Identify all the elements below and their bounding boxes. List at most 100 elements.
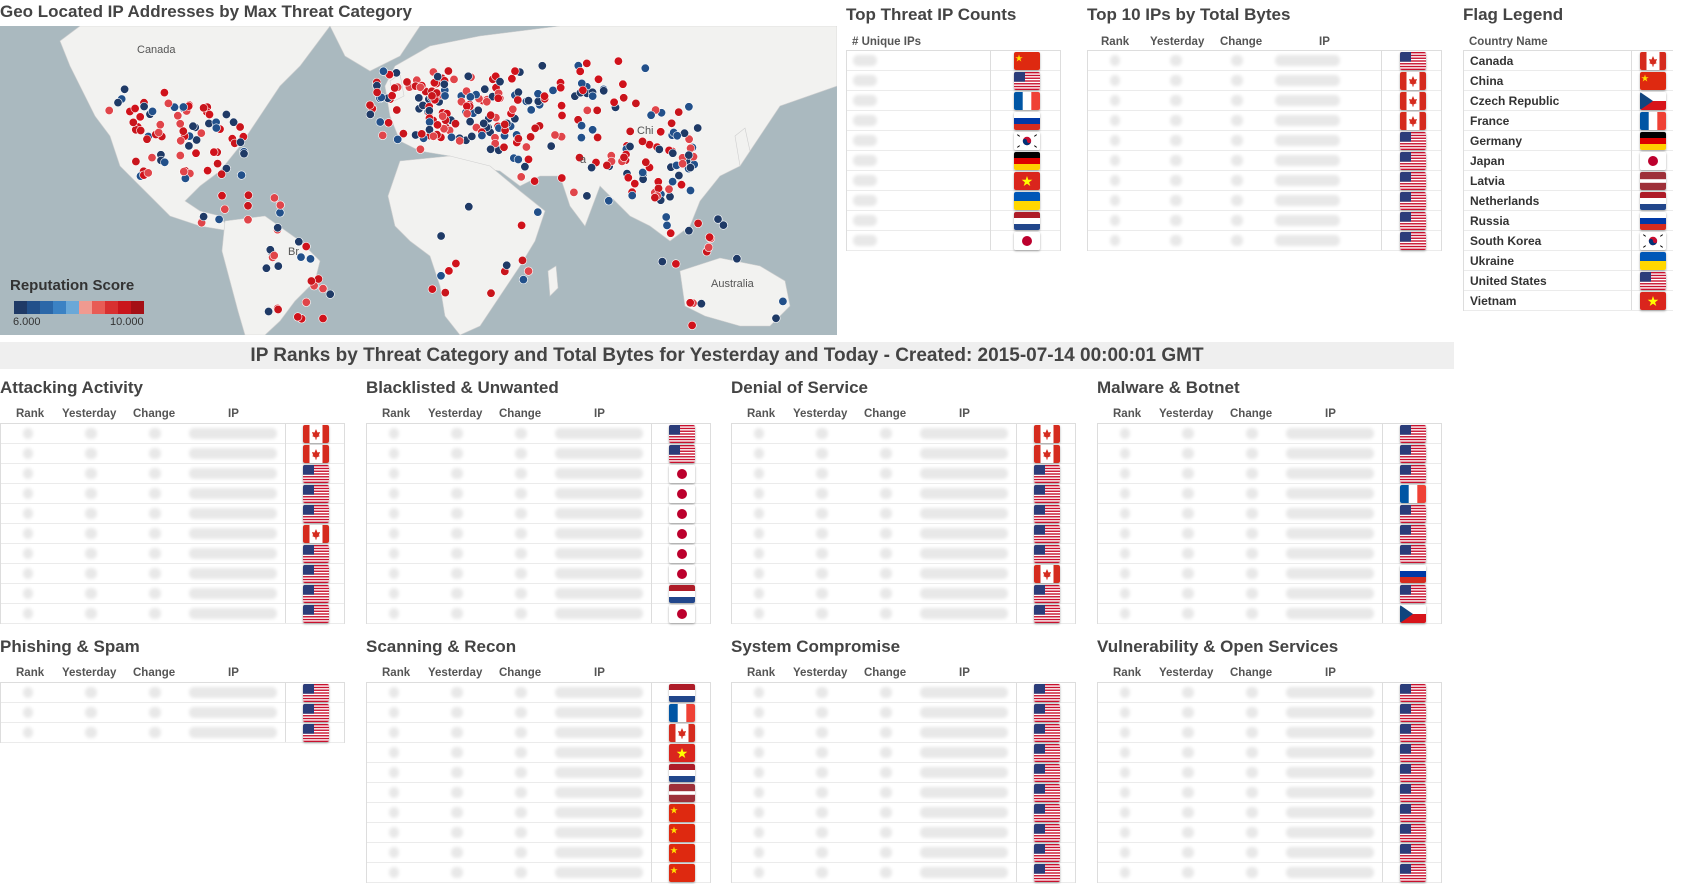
ip-location-dot[interactable] <box>433 72 443 82</box>
ip-location-dot[interactable] <box>517 220 527 230</box>
ip-location-dot[interactable] <box>533 207 543 217</box>
ip-location-dot[interactable] <box>619 93 629 103</box>
ip-location-dot[interactable] <box>392 105 402 115</box>
ip-location-dot[interactable] <box>221 110 231 120</box>
ip-location-dot[interactable] <box>196 128 206 138</box>
ip-location-dot[interactable] <box>261 263 271 273</box>
ip-location-dot[interactable] <box>188 121 198 131</box>
ip-location-dot[interactable] <box>575 66 585 76</box>
ip-location-dot[interactable] <box>160 157 170 167</box>
ip-location-dot[interactable] <box>425 117 435 127</box>
ip-location-dot[interactable] <box>674 171 684 181</box>
ip-location-dot[interactable] <box>602 160 612 170</box>
ip-location-dot[interactable] <box>526 132 536 142</box>
ip-location-dot[interactable] <box>446 132 456 142</box>
ip-location-dot[interactable] <box>627 191 637 201</box>
ip-location-dot[interactable] <box>191 148 201 158</box>
ip-location-dot[interactable] <box>526 105 536 115</box>
ip-location-dot[interactable] <box>440 91 450 101</box>
ip-location-dot[interactable] <box>623 173 633 183</box>
ip-location-dot[interactable] <box>205 110 215 120</box>
ip-location-dot[interactable] <box>574 153 584 163</box>
ip-location-dot[interactable] <box>427 91 437 101</box>
ip-location-dot[interactable] <box>684 226 694 236</box>
ip-location-dot[interactable] <box>674 107 684 117</box>
ip-location-dot[interactable] <box>550 130 560 140</box>
ip-location-dot[interactable] <box>771 313 781 323</box>
ip-location-dot[interactable] <box>390 83 400 93</box>
ip-location-dot[interactable] <box>229 117 239 127</box>
ip-location-dot[interactable] <box>462 101 472 111</box>
ip-location-dot[interactable] <box>578 85 588 95</box>
ip-location-dot[interactable] <box>184 141 194 151</box>
ip-location-dot[interactable] <box>427 284 437 294</box>
ip-location-dot[interactable] <box>577 121 587 131</box>
ip-location-dot[interactable] <box>704 242 714 252</box>
ip-location-dot[interactable] <box>684 150 694 160</box>
ip-location-dot[interactable] <box>175 151 185 161</box>
ip-location-dot[interactable] <box>375 117 385 127</box>
ip-location-dot[interactable] <box>264 306 274 316</box>
ip-location-dot[interactable] <box>684 102 694 112</box>
ip-location-dot[interactable] <box>656 127 666 137</box>
ip-location-dot[interactable] <box>393 134 403 144</box>
ip-location-dot[interactable] <box>477 131 487 141</box>
ip-location-dot[interactable] <box>147 153 157 163</box>
ip-location-dot[interactable] <box>305 254 315 264</box>
ip-location-dot[interactable] <box>439 124 449 134</box>
ip-location-dot[interactable] <box>178 102 188 112</box>
ip-location-dot[interactable] <box>495 77 505 87</box>
ip-location-dot[interactable] <box>318 284 328 294</box>
ip-location-dot[interactable] <box>155 120 165 130</box>
ip-location-dot[interactable] <box>463 71 473 81</box>
ip-location-dot[interactable] <box>365 100 375 110</box>
ip-location-dot[interactable] <box>440 288 450 298</box>
ip-location-dot[interactable] <box>523 96 533 106</box>
ip-location-dot[interactable] <box>104 106 114 116</box>
ip-location-dot[interactable] <box>676 180 686 190</box>
ip-location-dot[interactable] <box>502 260 512 270</box>
ip-location-dot[interactable] <box>664 184 674 194</box>
ip-location-dot[interactable] <box>732 254 742 264</box>
threat-map[interactable]: Canada Chi Br a Australia Reputation Sco… <box>0 26 837 335</box>
ip-location-dot[interactable] <box>199 103 209 113</box>
ip-location-dot[interactable] <box>439 79 449 89</box>
ip-location-dot[interactable] <box>693 218 703 228</box>
ip-location-dot[interactable] <box>293 312 303 322</box>
ip-location-dot[interactable] <box>136 126 146 136</box>
ip-location-dot[interactable] <box>273 223 283 233</box>
ip-location-dot[interactable] <box>593 74 603 84</box>
ip-location-dot[interactable] <box>687 320 697 330</box>
ip-location-dot[interactable] <box>672 131 682 141</box>
ip-location-dot[interactable] <box>178 126 188 136</box>
ip-location-dot[interactable] <box>209 147 219 157</box>
ip-location-dot[interactable] <box>462 109 472 119</box>
ip-location-dot[interactable] <box>179 167 189 177</box>
ip-location-dot[interactable] <box>424 106 434 116</box>
ip-location-dot[interactable] <box>618 79 628 89</box>
ip-location-dot[interactable] <box>273 304 283 314</box>
ip-location-dot[interactable] <box>199 212 209 222</box>
ip-location-dot[interactable] <box>508 104 518 114</box>
ip-location-dot[interactable] <box>609 97 619 107</box>
ip-location-dot[interactable] <box>693 123 703 133</box>
ip-location-dot[interactable] <box>243 215 253 225</box>
ip-location-dot[interactable] <box>465 92 475 102</box>
ip-location-dot[interactable] <box>143 168 153 178</box>
ip-location-dot[interactable] <box>243 201 253 211</box>
ip-location-dot[interactable] <box>436 231 446 241</box>
ip-location-dot[interactable] <box>513 87 523 97</box>
ip-location-dot[interactable] <box>513 134 523 144</box>
ip-location-dot[interactable] <box>486 110 496 120</box>
ip-location-dot[interactable] <box>493 93 503 103</box>
ip-location-dot[interactable] <box>582 58 592 68</box>
ip-location-dot[interactable] <box>465 117 475 127</box>
ip-location-dot[interactable] <box>619 152 629 162</box>
ip-location-dot[interactable] <box>653 183 663 193</box>
ip-location-dot[interactable] <box>507 74 517 84</box>
ip-location-dot[interactable] <box>113 98 123 108</box>
ip-location-dot[interactable] <box>582 105 592 115</box>
ip-location-dot[interactable] <box>135 112 145 122</box>
ip-location-dot[interactable] <box>685 186 695 196</box>
ip-location-dot[interactable] <box>646 110 656 120</box>
